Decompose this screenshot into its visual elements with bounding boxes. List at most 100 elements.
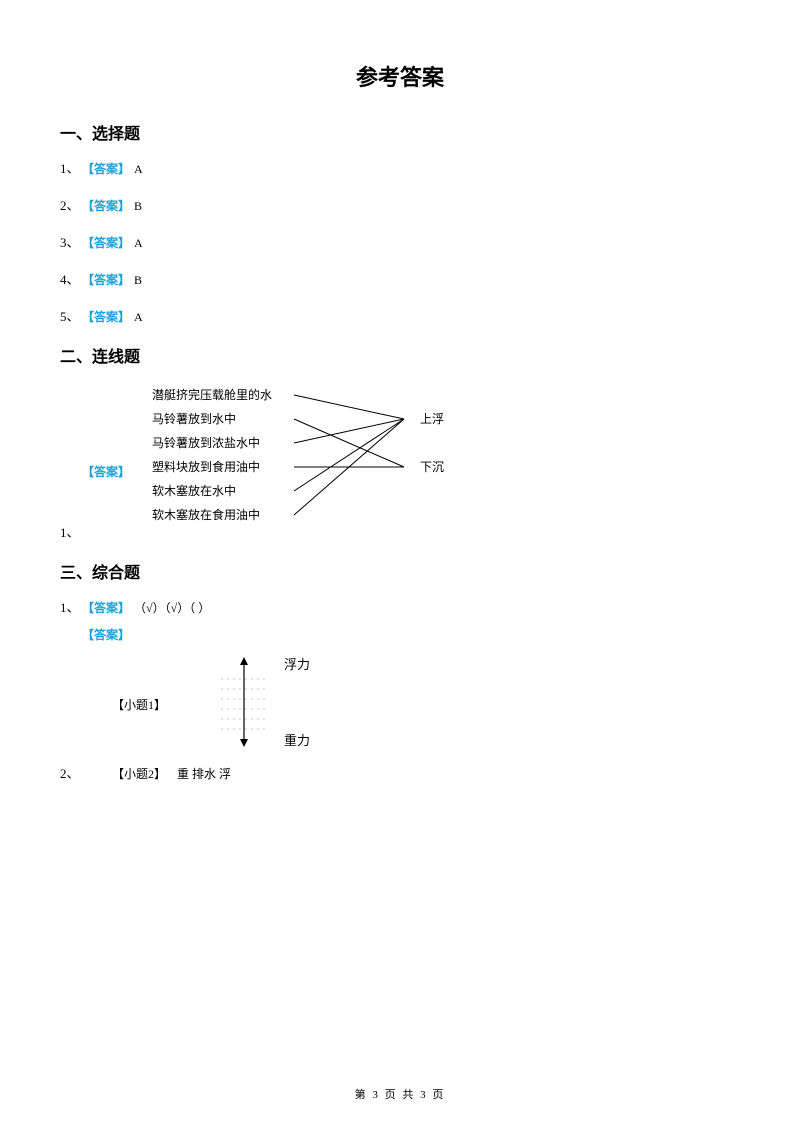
diagram-dot <box>221 698 222 699</box>
answer-value: A <box>134 236 143 251</box>
comprehensive-q1: 1、 【答案】 （√）（√）（ ） <box>60 597 740 616</box>
diagram-dot <box>257 698 258 699</box>
matching-left-item: 塑料块放到食用油中 <box>152 459 260 474</box>
arrow-up-icon <box>240 657 248 665</box>
diagram-dot <box>239 698 240 699</box>
diagram-dot <box>233 718 234 719</box>
diagram-dot <box>263 728 264 729</box>
diagram-dot <box>251 718 252 719</box>
subquestion-label: 【小题1】 <box>112 696 166 713</box>
diagram-dot <box>263 708 264 709</box>
diagram-dot <box>227 718 228 719</box>
force-label-down: 重力 <box>284 733 310 748</box>
diagram-dot <box>257 678 258 679</box>
answer-label: 【答案】 <box>82 271 130 288</box>
matching-left-item: 马铃薯放到浓盐水中 <box>152 435 260 450</box>
matching-connection-line <box>294 419 404 443</box>
question-number: 1、 <box>60 158 82 177</box>
diagram-dot <box>245 698 246 699</box>
question-number: 2、 <box>60 195 82 214</box>
diagram-dot <box>251 698 252 699</box>
diagram-dot <box>227 698 228 699</box>
page-title: 参考答案 <box>60 60 740 92</box>
diagram-dot <box>221 688 222 689</box>
diagram-dot <box>251 708 252 709</box>
force-diagram: 浮力重力 <box>184 649 344 759</box>
diagram-dot <box>221 718 222 719</box>
diagram-dot <box>239 688 240 689</box>
answer-value: A <box>134 310 143 325</box>
answer-value: 重 排水 浮 <box>177 767 231 781</box>
diagram-dot <box>239 678 240 679</box>
answer-label: 【答案】 <box>82 628 130 642</box>
mc-answer-row: 2、【答案】B <box>60 195 740 214</box>
arrow-down-icon <box>240 739 248 747</box>
mc-answer-row: 3、【答案】 A <box>60 232 740 251</box>
question-number: 3、 <box>60 232 82 251</box>
diagram-dot <box>233 708 234 709</box>
diagram-dot <box>233 688 234 689</box>
diagram-dot <box>227 678 228 679</box>
diagram-dot <box>233 728 234 729</box>
diagram-dot <box>221 728 222 729</box>
question-number: 2、 <box>60 763 82 782</box>
multiple-choice-list: 1、【答案】A2、【答案】B3、【答案】A4、【答案】B5、【答案】A <box>60 158 740 325</box>
section2-heading: 二、连线题 <box>60 343 740 367</box>
matching-left-item: 软木塞放在水中 <box>152 483 236 498</box>
diagram-dot <box>245 688 246 689</box>
question-number: 5、 <box>60 306 82 325</box>
answer-value: （√）（√）（ ） <box>134 599 210 616</box>
diagram-dot <box>257 728 258 729</box>
comprehensive-q2: 2、 【答案】 【小题1】 浮力重力 【小题2】 重 排水 浮 <box>60 626 740 782</box>
diagram-dot <box>239 728 240 729</box>
answer-value: B <box>134 273 142 288</box>
answer-label: 【答案】 <box>82 308 130 325</box>
diagram-dot <box>263 678 264 679</box>
mc-answer-row: 1、【答案】 A <box>60 158 740 177</box>
diagram-dot <box>221 678 222 679</box>
diagram-dot <box>245 728 246 729</box>
page-footer: 第 3 页 共 3 页 <box>0 1086 800 1102</box>
matching-question: 1、 【答案】 潜艇挤完压载舱里的水马铃薯放到水中马铃薯放到浓盐水中塑料块放到食… <box>60 381 740 541</box>
matching-left-item: 潜艇挤完压载舱里的水 <box>152 387 272 402</box>
section1-heading: 一、选择题 <box>60 120 740 144</box>
matching-diagram: 潜艇挤完压载舱里的水马铃薯放到水中马铃薯放到浓盐水中塑料块放到食用油中软木塞放在… <box>144 381 504 541</box>
diagram-dot <box>257 708 258 709</box>
diagram-dot <box>251 728 252 729</box>
page-root: 参考答案 一、选择题 1、【答案】A2、【答案】B3、【答案】A4、【答案】B5… <box>0 0 800 782</box>
matching-connection-line <box>294 395 404 419</box>
matching-connection-line <box>294 419 404 467</box>
diagram-dot <box>245 718 246 719</box>
subquestion-label: 【小题2】 <box>112 767 166 781</box>
diagram-dot <box>257 688 258 689</box>
diagram-dot <box>233 698 234 699</box>
diagram-dot <box>245 678 246 679</box>
diagram-dot <box>233 678 234 679</box>
diagram-dot <box>263 718 264 719</box>
mc-answer-row: 5、【答案】 A <box>60 306 740 325</box>
question-number: 1、 <box>60 597 82 616</box>
matching-right-item: 下沉 <box>420 460 444 474</box>
diagram-dot <box>239 708 240 709</box>
matching-left-item: 软木塞放在食用油中 <box>152 507 260 522</box>
matching-connection-line <box>294 419 404 491</box>
section3-heading: 三、综合题 <box>60 559 740 583</box>
answer-label: 【答案】 <box>82 160 130 177</box>
diagram-dot <box>227 708 228 709</box>
answer-label: 【答案】 <box>82 599 130 616</box>
diagram-dot <box>227 728 228 729</box>
answer-label: 【答案】 <box>82 234 130 251</box>
diagram-dot <box>239 718 240 719</box>
diagram-dot <box>257 718 258 719</box>
mc-answer-row: 4、【答案】B <box>60 269 740 288</box>
diagram-dot <box>263 698 264 699</box>
diagram-dot <box>221 708 222 709</box>
diagram-dot <box>263 688 264 689</box>
q2-body: 【答案】 【小题1】 浮力重力 【小题2】 重 排水 浮 <box>82 626 344 782</box>
diagram-dot <box>245 708 246 709</box>
answer-value: A <box>134 162 143 177</box>
diagram-dot <box>251 688 252 689</box>
matching-left-item: 马铃薯放到水中 <box>152 411 236 426</box>
answer-label: 【答案】 <box>82 463 130 480</box>
matching-right-item: 上浮 <box>420 412 444 426</box>
